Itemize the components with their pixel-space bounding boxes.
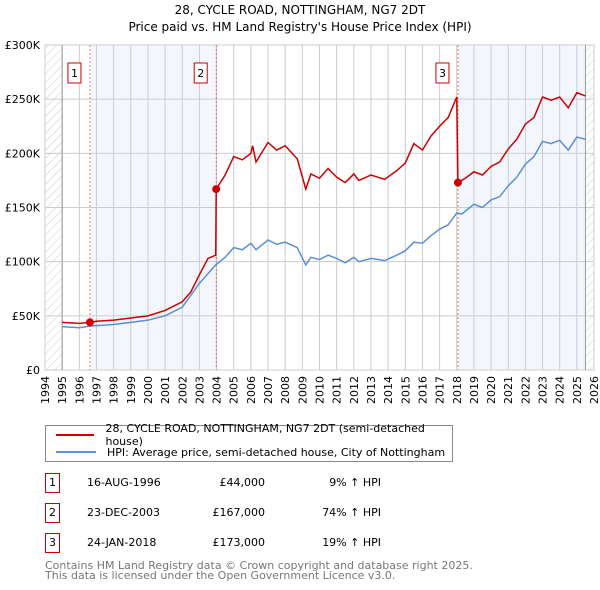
legend-item-property: 28, CYCLE ROAD, NOTTINGHAM, NG7 2DT (sem… (56, 422, 452, 448)
legend-swatch (56, 434, 95, 436)
sale-price: £173,000 (212, 536, 266, 549)
sale-date: 16-AUG-1996 (87, 476, 161, 489)
y-tick-label: £250K (5, 93, 41, 106)
sale-date: 23-DEC-2003 (87, 506, 161, 519)
x-tick-label: 2014 (382, 376, 395, 404)
x-tick-label: 2019 (468, 376, 481, 404)
x-tick-label: 2011 (331, 376, 344, 404)
legend-item-hpi: HPI: Average price, semi-detached house,… (56, 444, 445, 460)
x-tick-label: 2020 (485, 376, 498, 404)
x-tick-label: 2001 (159, 376, 172, 404)
sale-label: 1 (71, 67, 78, 80)
sale-price: £167,000 (212, 506, 266, 519)
x-tick-label: 2003 (193, 376, 206, 404)
sale-row: 3 24-JAN-2018 £173,000 19% ↑ HPI (45, 533, 465, 553)
y-tick-label: £0 (26, 364, 40, 377)
x-tick-label: 2000 (142, 376, 155, 404)
x-tick-label: 2010 (314, 376, 327, 404)
x-tick-label: 1996 (73, 376, 86, 404)
x-tick-label: 2018 (451, 376, 464, 404)
x-tick-label: 2021 (502, 376, 515, 404)
sale-hpi-diff: 19% ↑ HPI (322, 536, 381, 549)
legend-label: HPI: Average price, semi-detached house,… (107, 445, 446, 459)
sale-point (453, 178, 462, 187)
sale-label: 2 (197, 67, 204, 80)
chart-subtitle: Price paid vs. HM Land Registry's House … (128, 20, 472, 34)
x-tick-label: 1995 (56, 376, 69, 404)
sale-label: 3 (439, 67, 446, 80)
sale-date: 24-JAN-2018 (87, 536, 157, 549)
x-tick-label: 2022 (519, 376, 532, 404)
y-tick-label: £100K (5, 256, 41, 269)
series-line-hpi (62, 136, 586, 329)
x-tick-label: 2012 (348, 376, 361, 404)
x-tick-label: 1997 (90, 376, 103, 404)
x-tick-label: 1999 (125, 376, 138, 404)
y-tick-label: £150K (5, 202, 41, 215)
sale-row: 2 23-DEC-2003 £167,000 74% ↑ HPI (45, 503, 465, 523)
x-tick-label: 2007 (262, 376, 275, 404)
sale-hpi-diff: 74% ↑ HPI (322, 506, 381, 519)
x-tick-label: 2005 (228, 376, 241, 404)
x-tick-label: 2024 (554, 376, 567, 404)
x-tick-label: 2008 (279, 376, 292, 404)
legend-swatch (56, 451, 96, 453)
x-tick-label: 2026 (588, 376, 600, 404)
x-tick-label: 2017 (434, 376, 447, 404)
sale-hpi-diff: 9% ↑ HPI (329, 476, 381, 489)
sale-label-box (435, 62, 450, 84)
x-tick-label: 2002 (176, 376, 189, 404)
chart-title: 28, CYCLE ROAD, NOTTINGHAM, NG7 2DT (174, 3, 426, 17)
y-tick-label: £200K (5, 147, 41, 160)
x-tick-label: 2004 (211, 376, 224, 404)
sale-price: £44,000 (219, 476, 266, 489)
y-tick-label: £300K (5, 39, 41, 52)
x-tick-label: 2025 (571, 376, 584, 404)
sale-point (85, 318, 94, 327)
footer-line-1: Contains HM Land Registry data © Crown c… (45, 559, 473, 572)
y-tick-label: £50K (12, 310, 41, 323)
x-tick-label: 2013 (365, 376, 378, 404)
x-tick-label: 1998 (108, 376, 121, 404)
sale-label-box (67, 62, 82, 84)
legend-label: 28, CYCLE ROAD, NOTTINGHAM, NG7 2DT (sem… (105, 422, 425, 448)
x-tick-label: 2016 (416, 376, 429, 404)
sale-row: 1 16-AUG-1996 £44,000 9% ↑ HPI (45, 473, 465, 493)
x-tick-label: 2009 (296, 376, 309, 404)
x-tick-label: 2015 (399, 376, 412, 404)
sale-number: 2 (45, 503, 60, 523)
x-tick-label: 2023 (537, 376, 550, 404)
x-tick-label: 2006 (245, 376, 258, 404)
chart-plot: 1994 1995 1996 1997 1998 1999 2000 2001 2002 2003… (5, 39, 600, 404)
sale-number: 3 (45, 533, 60, 553)
footer-line-2: This data is licensed under the Open Gov… (45, 569, 396, 582)
sale-point (212, 185, 221, 194)
sale-number: 1 (45, 473, 60, 493)
series-line-property (62, 91, 586, 325)
sale-label-box (193, 62, 208, 84)
x-tick-label: 1994 (39, 376, 52, 404)
legend: 28, CYCLE ROAD, NOTTINGHAM, NG7 2DT (sem… (45, 422, 453, 462)
